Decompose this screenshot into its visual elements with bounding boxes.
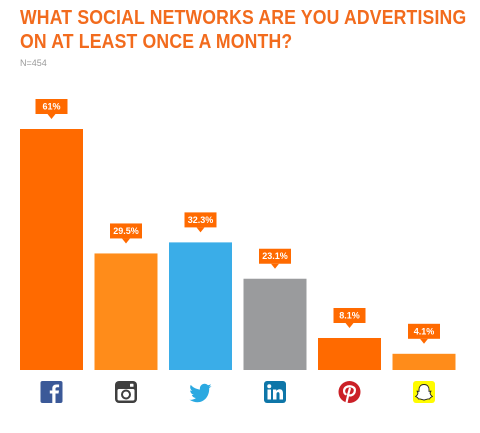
bar-linkedin <box>243 278 307 370</box>
value-label-linkedin: 23.1% <box>259 248 291 269</box>
value-label-twitter: 32.3% <box>184 212 217 233</box>
bar-snapchat <box>392 353 456 370</box>
bar-facebook <box>20 129 83 370</box>
linkedin-icon <box>264 381 286 403</box>
facebook-icon <box>40 381 63 403</box>
value-label-instagram: 29.5% <box>110 223 142 244</box>
instagram-icon <box>115 381 137 403</box>
value-label-facebook: 61% <box>35 99 68 119</box>
bar-pinterest <box>318 337 381 370</box>
value-label-text: 61% <box>42 102 60 112</box>
value-label-text: 4.1% <box>414 326 435 336</box>
twitter-icon <box>189 383 212 403</box>
value-label-pinterest: 8.1% <box>333 307 366 328</box>
value-label-text: 32.3% <box>188 215 214 225</box>
chart-title: WHAT SOCIAL NETWORKS ARE YOU ADVERTISING… <box>20 6 467 54</box>
bar-twitter <box>169 242 232 370</box>
bar-instagram <box>94 253 158 370</box>
pinterest-icon <box>338 381 361 404</box>
value-label-text: 29.5% <box>113 226 139 236</box>
value-label-text: 23.1% <box>262 251 288 261</box>
chart-title-line-2: ON AT LEAST ONCE A MONTH? <box>20 30 293 53</box>
value-label-snapchat: 4.1% <box>408 323 440 344</box>
snapchat-icon <box>413 381 435 403</box>
value-label-text: 8.1% <box>339 310 360 320</box>
chart-subtitle: N=454 <box>20 58 47 68</box>
chart-title-line-1: WHAT SOCIAL NETWORKS ARE YOU ADVERTISING <box>20 6 467 29</box>
